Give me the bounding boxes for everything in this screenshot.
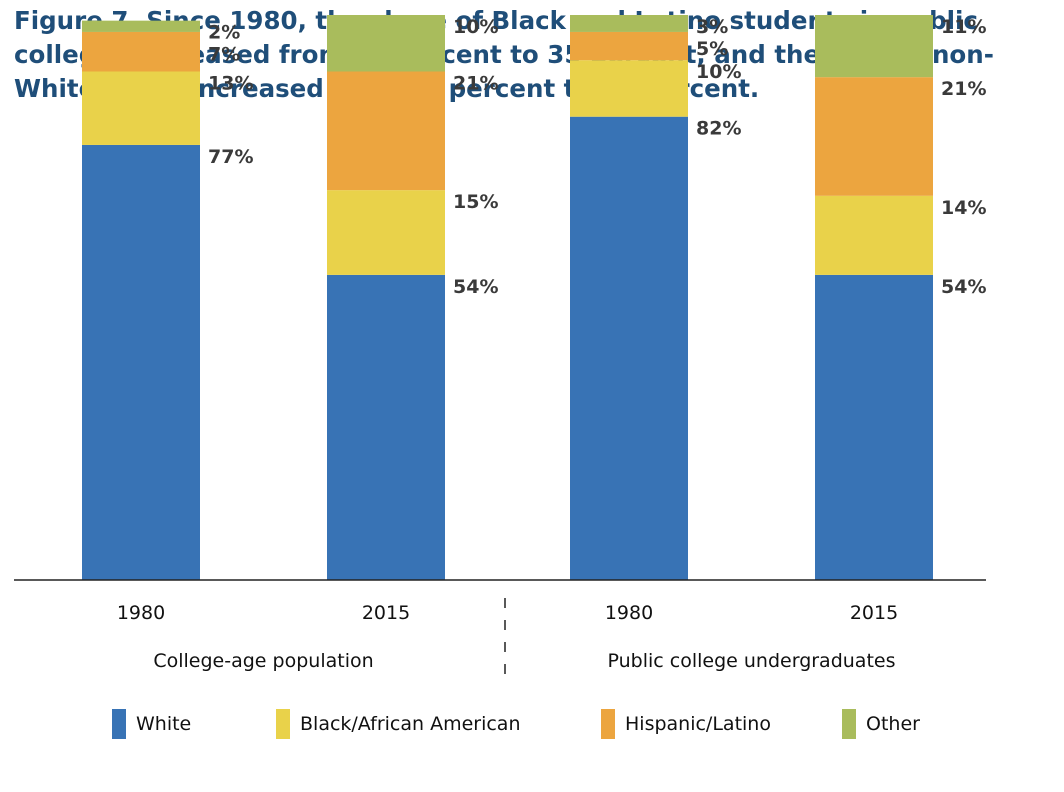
legend-swatch-hispanic-latino bbox=[601, 709, 615, 739]
x-tick-label-4: 2015 bbox=[850, 602, 898, 624]
legend-label-other: Other bbox=[866, 713, 920, 735]
bar-white-1 bbox=[82, 144, 200, 580]
x-tick-label-3: 1980 bbox=[605, 602, 653, 624]
bar-hispanic-latino-3 bbox=[570, 31, 688, 61]
legend-label-hispanic-latino: Hispanic/Latino bbox=[625, 713, 771, 735]
bar-black-african-american-2 bbox=[327, 190, 445, 275]
bar-hispanic-latino-2 bbox=[327, 71, 445, 191]
data-label-hispanic-latino-3: 5% bbox=[696, 38, 728, 60]
bar-other-3 bbox=[570, 15, 688, 32]
data-label-black-african-american-2: 15% bbox=[453, 191, 498, 213]
data-label-white-3: 82% bbox=[696, 118, 741, 140]
bar-other-4 bbox=[815, 15, 933, 78]
group-label-college-age-population: College-age population bbox=[153, 650, 373, 672]
bar-white-3 bbox=[570, 116, 688, 580]
data-label-other-3: 3% bbox=[696, 16, 728, 38]
data-label-white-2: 54% bbox=[453, 276, 498, 298]
data-label-black-african-american-4: 14% bbox=[941, 197, 986, 219]
legend-item-black-african-american: Black/African American bbox=[276, 708, 521, 740]
bar-white-2 bbox=[327, 274, 445, 580]
data-label-white-1: 77% bbox=[208, 146, 253, 168]
stacked-bar-chart: 2%7%13%77%198010%21%15%54%20153%5%10%82%… bbox=[14, 15, 986, 684]
data-label-other-2: 10% bbox=[453, 16, 498, 38]
legend-swatch-other bbox=[842, 709, 856, 739]
legend-item-other: Other bbox=[842, 708, 920, 740]
legend-label-white: White bbox=[136, 713, 192, 735]
legend: White Black/African American Hispanic/Lati… bbox=[0, 708, 1064, 744]
x-tick-label-1: 1980 bbox=[117, 602, 165, 624]
bar-black-african-american-3 bbox=[570, 60, 688, 117]
legend-label-black-african-american: Black/African American bbox=[300, 713, 521, 735]
legend-swatch-black-african-american bbox=[276, 709, 290, 739]
bar-other-2 bbox=[327, 15, 445, 72]
data-label-other-1: 2% bbox=[208, 22, 240, 44]
bar-hispanic-latino-1 bbox=[82, 31, 200, 72]
data-label-hispanic-latino-1: 7% bbox=[208, 44, 240, 66]
data-label-white-4: 54% bbox=[941, 276, 986, 298]
bar-black-african-american-4 bbox=[815, 195, 933, 275]
data-label-black-african-american-1: 13% bbox=[208, 73, 253, 95]
legend-item-white: White bbox=[112, 708, 191, 740]
data-label-black-african-american-3: 10% bbox=[696, 61, 741, 83]
x-tick-label-2: 2015 bbox=[362, 602, 410, 624]
bar-white-4 bbox=[815, 274, 933, 580]
bar-black-african-american-1 bbox=[82, 71, 200, 145]
group-label-public-college-undergraduates: Public college undergraduates bbox=[608, 650, 896, 672]
bar-hispanic-latino-4 bbox=[815, 77, 933, 196]
legend-item-hispanic-latino: Hispanic/Latino bbox=[601, 708, 771, 740]
data-label-hispanic-latino-2: 21% bbox=[453, 73, 498, 95]
legend-swatch-white bbox=[112, 709, 126, 739]
data-label-other-4: 11% bbox=[941, 16, 986, 38]
bar-other-1 bbox=[82, 20, 200, 32]
data-label-hispanic-latino-4: 21% bbox=[941, 78, 986, 100]
